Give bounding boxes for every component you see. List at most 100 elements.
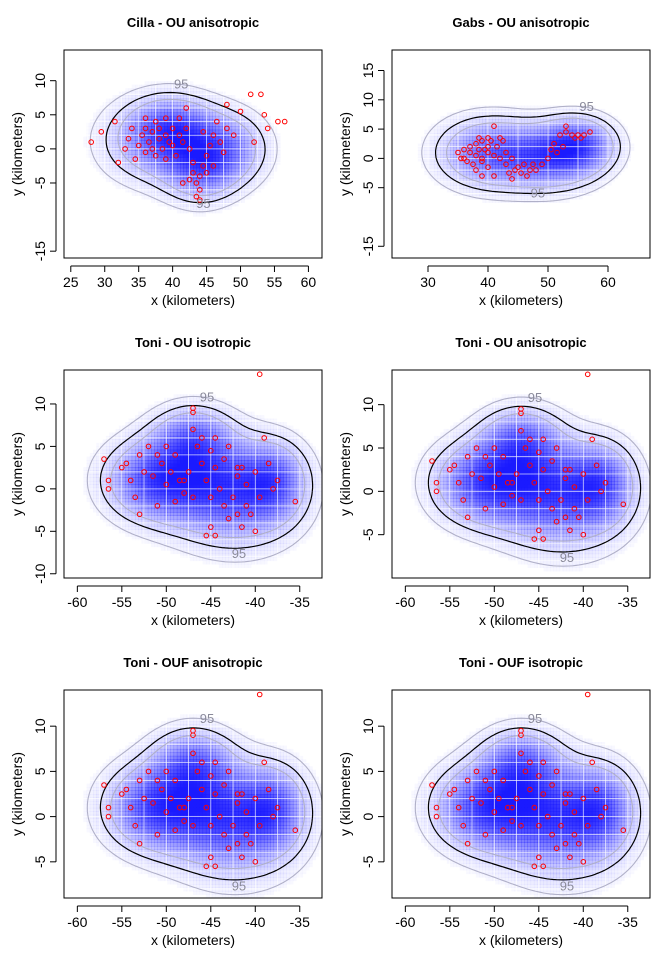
y-tick-label: 10: [32, 718, 48, 734]
location-point: [216, 813, 223, 820]
location-point: [163, 132, 169, 138]
location-point: [549, 458, 555, 464]
x-tick-label: -60: [67, 914, 87, 930]
location-point: [461, 155, 467, 162]
location-point: [193, 193, 200, 200]
y-tick-label: -5: [360, 528, 376, 541]
location-point: [141, 469, 147, 475]
location-point: [482, 146, 488, 153]
location-point: [186, 146, 193, 152]
location-point: [152, 118, 159, 125]
location-point: [225, 515, 232, 522]
location-point: [531, 804, 538, 811]
location-point: [602, 804, 609, 811]
location-point: [540, 436, 547, 443]
contour-label-bottom: 95: [196, 196, 210, 211]
location-point: [220, 149, 227, 156]
location-point: [469, 795, 475, 802]
location-point: [183, 125, 189, 132]
panel-title: Gabs - OU anisotropic: [452, 15, 589, 30]
location-point: [473, 140, 479, 147]
contour-95-inner: [117, 98, 257, 197]
x-tick-label: 55: [267, 274, 283, 290]
location-point: [136, 511, 143, 518]
location-point: [509, 804, 515, 811]
y-tick-label: -5: [32, 855, 48, 868]
location-point: [190, 159, 196, 166]
location-point: [258, 91, 264, 98]
x-tick-label: -40: [245, 594, 265, 610]
location-point: [265, 786, 272, 793]
location-point: [221, 456, 227, 462]
location-point: [208, 524, 214, 530]
location-point: [527, 759, 533, 766]
location-point: [464, 158, 470, 165]
location-point: [485, 143, 491, 150]
location-point: [190, 426, 196, 433]
location-point: [491, 768, 498, 775]
contour-label-top: 95: [200, 389, 214, 404]
location-point: [521, 161, 527, 168]
location-point: [203, 170, 210, 176]
location-point: [248, 511, 254, 518]
x-tick-label: -50: [156, 914, 176, 930]
location-point: [292, 498, 299, 505]
y-tick-label: 10: [360, 92, 376, 108]
contour-95-outer: [89, 83, 278, 213]
contour-label-top: 95: [174, 77, 188, 92]
y-axis-label: y (kilometers): [9, 752, 25, 836]
y-tick-label: 0: [32, 485, 48, 493]
location-point: [243, 809, 250, 815]
location-point: [553, 768, 560, 775]
location-point: [163, 115, 169, 121]
panel-title: Cilla - OU anisotropic: [127, 15, 259, 30]
location-point: [479, 155, 485, 162]
location-point: [139, 132, 145, 138]
location-point: [156, 135, 162, 142]
location-point: [536, 527, 542, 534]
location-point: [216, 486, 223, 492]
location-point: [115, 159, 122, 166]
location-point: [142, 125, 149, 132]
location-point: [180, 180, 186, 186]
y-tick-label: 10: [32, 396, 48, 412]
location-point: [479, 158, 485, 165]
x-tick-label: -40: [573, 594, 593, 610]
location-point: [518, 750, 524, 757]
location-point: [580, 471, 587, 477]
location-point: [199, 435, 205, 441]
location-points: [88, 91, 288, 203]
location-point: [562, 840, 569, 847]
location-point: [154, 831, 161, 838]
location-point: [217, 139, 223, 145]
location-point: [540, 466, 547, 473]
location-point: [581, 132, 587, 138]
location-point: [580, 795, 587, 802]
location-point: [129, 125, 135, 132]
location-point: [478, 475, 484, 482]
location-point: [589, 759, 596, 766]
location-point: [479, 138, 485, 144]
location-point: [200, 129, 206, 135]
location-point: [549, 505, 555, 512]
contour-95-estimate: [99, 405, 314, 549]
y-tick-label: 10: [360, 397, 376, 413]
x-tick-label: -50: [484, 914, 504, 930]
x-tick-label: -35: [618, 594, 638, 610]
location-point: [563, 123, 569, 129]
location-point: [518, 822, 524, 829]
x-tick-label: 40: [165, 274, 181, 290]
location-point: [261, 112, 268, 118]
location-point: [485, 135, 491, 141]
location-point: [576, 840, 582, 847]
location-point: [203, 477, 210, 484]
location-point: [467, 143, 473, 150]
y-tick-label: -5: [360, 181, 376, 194]
location-point: [540, 863, 547, 870]
location-point: [230, 822, 236, 829]
location-point: [571, 484, 578, 490]
contour-95-inner: [446, 117, 614, 188]
location-point: [212, 863, 218, 870]
x-tick-label: -60: [395, 914, 415, 930]
